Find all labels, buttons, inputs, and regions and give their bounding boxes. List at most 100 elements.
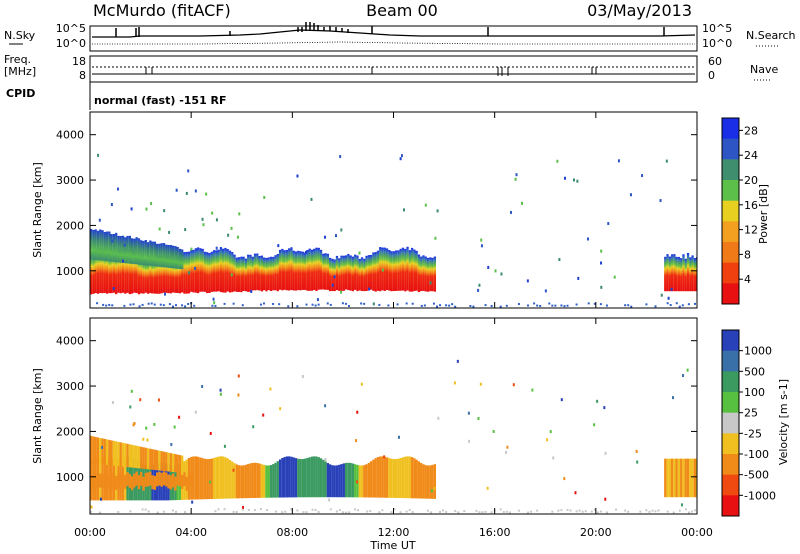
velocity-scatter-point [604,497,607,501]
power-echo-column [144,259,147,293]
velocity-echo-column [278,459,282,498]
power-scatter-point [478,283,481,287]
velocity-tail-column [666,458,669,498]
velocity-scatter-point [132,423,135,427]
velocity-echo-column [340,464,343,498]
velocity-xtick-label: 20:00 [580,526,612,539]
power-y-axis: 1000 2000 3000 4000 [56,129,697,278]
power-scatter-point [121,259,124,263]
power-scatter-point [515,173,518,177]
power-scatter-point [607,222,610,226]
velocity-bottom-point [481,511,484,514]
velocity-echo-column [251,462,254,499]
velocity-scatter-point [142,437,145,441]
nsearch-trace [92,41,695,45]
power-echo-column [153,256,157,294]
velocity-bottom-point [605,511,608,514]
velocity-upper-column [149,448,152,470]
power-scatter-point [110,203,113,207]
velocity-bottom-point [678,509,681,512]
velocity-lower-column [130,476,134,491]
power-echo-column [426,257,430,292]
velocity-echo-column [333,465,336,498]
power-echo-column [217,249,220,292]
power-bottom-point [108,303,111,306]
velocity-echo-column [354,464,357,498]
freq-tick-low: 8 [79,69,86,82]
velocity-bottom-point [593,508,596,511]
power-upper-column [176,246,179,269]
power-bottom-point [627,304,630,307]
power-upper-column [126,235,129,264]
power-echo-column [167,256,170,294]
velocity-echo-column [395,459,398,498]
velocity-lower-column [144,472,147,487]
velocity-scatter-point [531,388,534,392]
velocity-scatter-point [145,426,148,430]
velocity-bottom-point [536,509,539,512]
power-bottom-point [187,302,190,305]
power-upper-column [140,240,143,265]
velocity-tail-column [670,458,674,498]
velocity-lower-column [137,475,141,490]
power-scatter-point [145,207,148,211]
velocity-bottom-point [174,510,177,513]
velocity-bottom-point [99,511,102,514]
power-echo-column [406,246,409,291]
velocity-colorbar-tick-label: 500 [744,365,765,378]
power-echo-column [299,251,302,291]
velocity-bottom-point [214,510,217,513]
velocity-scatter-point [546,438,549,442]
nsky-label: N.Sky [4,29,36,42]
velocity-upper-column [167,452,170,472]
velocity-echo-column [262,464,266,498]
power-echo-column [128,249,131,295]
velocity-x-label: Time UT [369,539,415,552]
velocity-echo-column [303,458,307,498]
power-bottom-point [138,305,141,308]
velocity-scatter-point [477,416,480,420]
velocity-bottom-point [266,509,269,512]
velocity-echo-column [267,465,270,498]
power-colorbar-frame [721,117,740,305]
power-echo-column [256,253,259,291]
velocity-scatter-point [430,489,433,493]
power-bottom-point [551,304,554,307]
velocity-scatter-point [209,431,212,435]
velocity-scatter-point [185,470,188,474]
power-upper-column [174,246,177,269]
power-tail-column [677,256,681,292]
velocity-echo-column [196,456,200,500]
velocity-bottom-point [429,511,432,514]
velocity-bottom-point [478,511,481,514]
power-upper-column [121,235,125,263]
velocity-lower-column [153,475,157,490]
velocity-lower-column [181,474,184,489]
power-ytick-label: 3000 [56,174,84,187]
velocity-bottom-point [484,510,487,513]
velocity-upper-column [115,441,118,466]
power-tail-column [682,254,685,292]
velocity-scatter-point [170,442,173,446]
power-echo-column [335,255,339,291]
velocity-scatter-point [237,393,240,397]
power-echo-column [265,257,268,292]
velocity-bottom-point [381,509,384,512]
power-upper-column [171,245,175,269]
power-bottom-point [411,302,414,305]
power-echo-column [133,250,136,293]
power-bottom-point [153,303,156,306]
power-scatter-point [399,157,402,161]
velocity-echo-column [326,463,330,498]
power-echo-column [333,259,336,292]
power-bottom-point [624,304,627,307]
velocity-lower-column [165,472,168,487]
velocity-bottom-point [502,510,505,513]
velocity-echo-column [422,464,425,499]
velocity-scatter-point [433,487,436,491]
velocity-echo-column [313,456,316,498]
power-echo-column [126,249,129,293]
velocity-echo-column [369,461,373,498]
velocity-echo-column [433,464,437,499]
